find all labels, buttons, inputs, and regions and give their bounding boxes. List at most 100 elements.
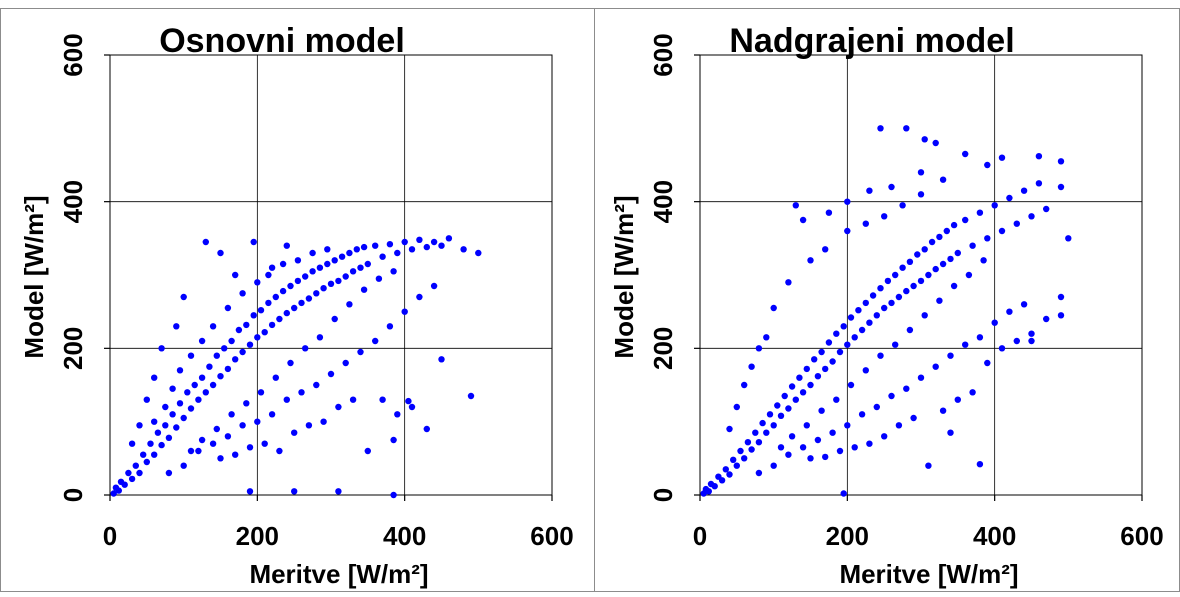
data-point [115,487,123,494]
data-point [364,260,371,268]
data-point [881,304,888,312]
data-point [254,418,261,425]
data-point [224,433,232,440]
data-point [888,183,895,191]
data-point [408,246,416,253]
data-point [763,334,770,341]
data-point [423,425,430,433]
y-tick-label: 600 [648,33,678,76]
data-point [430,282,438,290]
data-point [847,314,855,321]
data-point [198,374,206,381]
data-point [1020,301,1028,308]
x-tick-label: 0 [693,521,707,551]
data-point [752,429,759,436]
data-point [239,422,246,429]
data-point [803,365,810,373]
data-point [128,440,136,447]
data-point [246,444,254,451]
data-point [722,466,729,473]
data-point [151,451,158,458]
data-point [741,455,748,462]
data-point [921,312,928,319]
data-point [858,326,866,334]
data-point [991,319,998,326]
data-point [151,418,158,425]
data-point [759,419,766,427]
data-point [932,265,939,273]
data-point [360,243,368,251]
data-point [917,191,925,198]
data-point [733,403,740,411]
data-point [379,396,386,403]
data-point [796,374,803,381]
data-point [1006,194,1013,202]
data-point [877,352,884,359]
data-point [939,176,947,183]
data-point [833,396,840,403]
data-point [748,363,755,370]
data-point [984,161,991,169]
data-point [833,330,840,337]
data-point [143,458,150,466]
data-point [390,491,397,499]
data-point [899,202,906,209]
data-point [906,258,914,265]
data-point [154,429,162,436]
data-point [836,348,844,356]
data-point [405,397,412,405]
data-point [737,447,744,455]
data-point [1057,183,1065,191]
data-point [785,279,792,286]
chart-panel-basic: Osnovni model Model [W/m²] Meritve [W/m²… [0,0,590,592]
data-point [445,235,453,242]
data-point [855,307,862,314]
y-tick-label: 400 [58,180,88,223]
data-point [291,488,298,495]
data-point [143,396,150,403]
data-point [416,293,423,301]
data-point [936,297,943,304]
data-point [331,315,338,323]
data-point [770,422,777,429]
data-point [939,407,947,414]
data-point [151,374,158,381]
data-point [976,461,984,468]
y-tick-label: 200 [58,327,88,370]
data-point [965,271,973,279]
data-point [140,451,147,458]
data-point [287,282,294,290]
data-point [416,236,423,243]
data-point [313,381,320,389]
data-point [349,396,357,403]
data-point [283,242,290,249]
data-point [998,345,1006,352]
data-point [213,425,220,433]
data-point [394,249,401,257]
data-point [822,365,829,373]
data-point [799,444,807,451]
data-point [829,429,836,436]
data-point [250,238,257,246]
data-point [998,227,1006,235]
data-point [984,235,991,242]
data-point [169,385,176,392]
data-point [338,253,346,260]
data-point [1043,205,1050,213]
scatter-points [700,125,1072,497]
data-point [825,339,833,346]
data-point [121,481,128,488]
data-point [224,365,232,373]
data-point [386,241,394,248]
data-point [755,345,763,352]
data-point [187,405,195,412]
chart-panel-upgraded: Nadgrajeni model Model [W/m²] Meritve [W… [590,0,1180,592]
data-point [811,356,818,363]
data-point [766,411,774,418]
data-point [947,352,954,359]
data-point [777,444,785,451]
data-point [763,429,770,436]
data-point [881,433,888,440]
data-point [814,373,822,380]
data-point [829,358,836,365]
